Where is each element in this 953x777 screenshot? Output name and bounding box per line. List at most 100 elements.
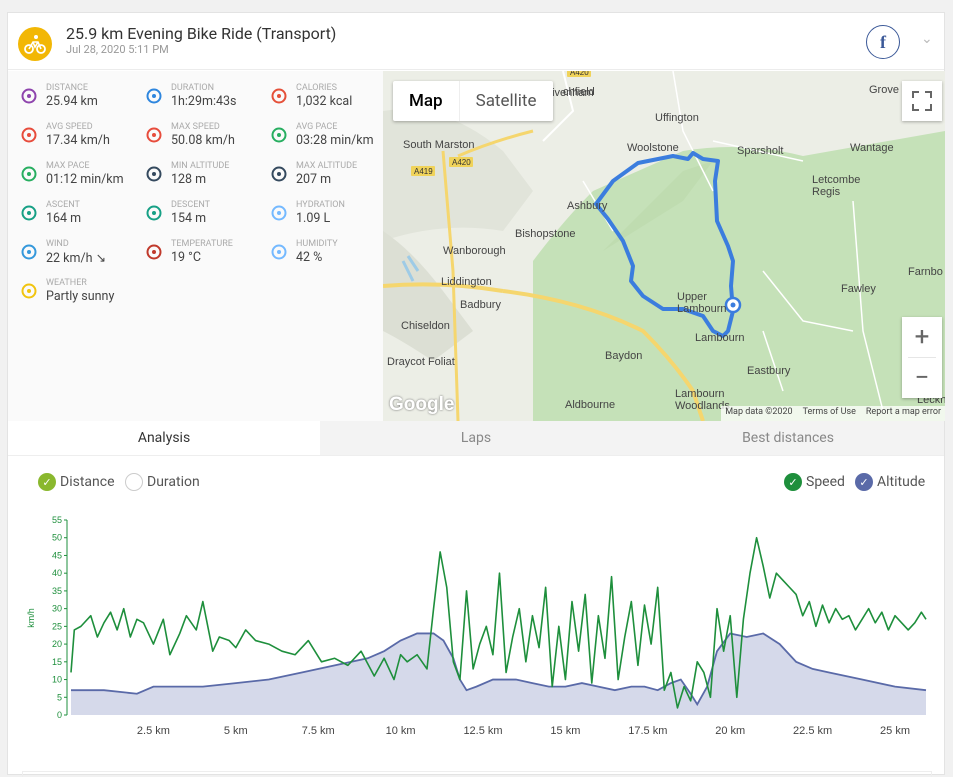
stat-calories: CALORIES 1,032 kcal bbox=[270, 83, 390, 117]
stopwatch-icon bbox=[145, 87, 163, 105]
y-tick-label: 10 bbox=[52, 675, 62, 685]
stat-label: DURATION bbox=[171, 83, 215, 93]
pace-icon bbox=[20, 165, 38, 183]
stat-hydration: HYDRATION 1.09 L bbox=[270, 200, 390, 234]
chevron-down-icon[interactable]: ⌄ bbox=[921, 31, 933, 47]
speedometer-icon bbox=[20, 126, 38, 144]
altitude-toggle-label: Altitude bbox=[877, 474, 926, 490]
zoom-separator bbox=[908, 357, 936, 358]
map-place-label: Baydon bbox=[605, 350, 642, 362]
map-place-label: Bishopstone bbox=[515, 228, 576, 240]
thermometer-icon bbox=[145, 243, 163, 261]
activity-card: 25.9 km Evening Bike Ride (Transport) Ju… bbox=[7, 12, 945, 777]
road-badge bbox=[449, 157, 473, 167]
y-tick-label: 5 bbox=[57, 692, 62, 702]
speed-altitude-chart[interactable]: 0 5 10 15 20 25 30 35 40 45 50 55 km/h 2.5 km 5 km 7.5 … bbox=[8, 508, 944, 748]
stat-value: 164 m bbox=[46, 211, 82, 226]
y-axis-label: km/h bbox=[26, 608, 36, 628]
map-place-label: Badbury bbox=[460, 299, 501, 311]
tab-best-distances[interactable]: Best distances bbox=[632, 421, 944, 455]
stat-label: AVG SPEED bbox=[46, 122, 93, 132]
facebook-share-button[interactable]: f bbox=[866, 25, 900, 59]
map-place-label: Letcombe Regis bbox=[812, 174, 860, 198]
stat-value: 207 m bbox=[296, 172, 332, 187]
stat-max-altitude: MAX ALTITUDE 207 m bbox=[270, 161, 390, 195]
drops-icon bbox=[270, 243, 288, 261]
report-map-error-link[interactable]: Report a map error bbox=[865, 407, 941, 417]
stat-label: MAX PACE bbox=[46, 161, 90, 171]
activity-title: 25.9 km Evening Bike Ride (Transport) bbox=[66, 24, 337, 43]
distance-option-label: Distance bbox=[60, 474, 115, 490]
check-icon: ✓ bbox=[784, 473, 802, 491]
altitude-toggle[interactable]: ✓ Altitude bbox=[855, 473, 925, 491]
stat-value: 1h:29m:43s bbox=[171, 94, 237, 109]
map-place-label: Lambourn bbox=[695, 332, 745, 344]
fullscreen-button[interactable] bbox=[902, 81, 942, 121]
x-tick-label: 2.5 km bbox=[137, 725, 170, 737]
speed-line bbox=[70, 536, 927, 709]
zoom-in-button[interactable]: + bbox=[914, 322, 930, 352]
terms-of-use-link[interactable]: Terms of Use bbox=[802, 407, 856, 417]
map-place-label: Liddington bbox=[441, 276, 492, 288]
bike-icon bbox=[18, 27, 52, 61]
analysis-tabs: Analysis Laps Best distances bbox=[8, 421, 944, 456]
stat-value: 03:28 min/km bbox=[296, 133, 374, 148]
map-data-label: Map data ©2020 bbox=[725, 407, 793, 417]
x-tick-label: 7.5 km bbox=[302, 725, 335, 737]
stat-label: MIN ALTITUDE bbox=[171, 161, 230, 171]
map-place-label: Chiseldon bbox=[401, 320, 450, 332]
mountain-icon bbox=[145, 165, 163, 183]
y-tick-label: 0 bbox=[57, 710, 62, 720]
stat-label: ASCENT bbox=[46, 200, 80, 210]
fullscreen-icon bbox=[912, 91, 932, 111]
road-label: A420 bbox=[570, 71, 589, 77]
duration-option[interactable]: Duration bbox=[125, 473, 200, 491]
map-place-label: Upper Lambourn bbox=[677, 291, 727, 315]
check-icon: ✓ bbox=[855, 473, 873, 491]
stat-label: HUMIDITY bbox=[296, 239, 338, 249]
map-place-label: Draycot Foliat bbox=[387, 356, 455, 368]
partly-sunny-icon bbox=[20, 282, 38, 300]
stat-humidity: HUMIDITY 42 % bbox=[270, 239, 390, 273]
map-canvas[interactable]: Grove Uffington Woolstone Sparsholt Wantage L… bbox=[383, 71, 945, 421]
y-tick-label: 45 bbox=[52, 550, 62, 560]
duration-option-label: Duration bbox=[147, 474, 200, 490]
stat-max-speed: MAX SPEED 50.08 km/h bbox=[145, 122, 265, 156]
check-icon: ✓ bbox=[38, 473, 56, 491]
stat-label: HYDRATION bbox=[296, 200, 345, 210]
tab-analysis[interactable]: Analysis bbox=[8, 421, 320, 455]
stat-label: DESCENT bbox=[171, 200, 211, 210]
map-place-label: Fawley bbox=[841, 283, 876, 295]
map-place-label: Aldbourne bbox=[565, 399, 615, 411]
stat-value: 154 m bbox=[171, 211, 207, 226]
map-attribution: Map data ©2020 Terms of Use Report a map… bbox=[721, 406, 945, 421]
map-type-control: Map Satellite bbox=[393, 81, 553, 121]
map-type-satellite-button[interactable]: Satellite bbox=[475, 91, 537, 111]
next-section-edge bbox=[22, 771, 932, 777]
x-tick-label: 5 km bbox=[224, 725, 248, 737]
route-map[interactable]: Grove Uffington Woolstone Sparsholt Wantage L… bbox=[383, 71, 945, 421]
speed-toggle-label: Speed bbox=[806, 474, 845, 490]
distance-option[interactable]: ✓ Distance bbox=[38, 473, 115, 491]
stat-ascent: ASCENT 164 m bbox=[20, 200, 140, 234]
pace-icon bbox=[270, 126, 288, 144]
zoom-out-button[interactable]: − bbox=[914, 363, 930, 393]
tab-laps[interactable]: Laps bbox=[320, 421, 632, 455]
speed-toggle[interactable]: ✓ Speed bbox=[784, 473, 845, 491]
road-label: A420 bbox=[452, 158, 471, 167]
altitude-line bbox=[71, 632, 927, 707]
map-type-map-button[interactable]: Map bbox=[393, 81, 460, 121]
stat-value: 1,032 kcal bbox=[296, 94, 353, 109]
stat-label: TEMPERATURE bbox=[171, 239, 233, 249]
x-tick-label: 25 km bbox=[880, 725, 910, 737]
stat-value: 17.34 km/h bbox=[46, 133, 110, 148]
stat-value: 1.09 L bbox=[296, 211, 331, 226]
flame-icon bbox=[270, 87, 288, 105]
stat-weather: WEATHER Partly sunny bbox=[20, 278, 140, 312]
stat-duration: DURATION 1h:29m:43s bbox=[145, 83, 265, 117]
stat-label: AVG PACE bbox=[296, 122, 338, 132]
map-place-label: Grove bbox=[869, 84, 899, 96]
stat-value: 25.94 km bbox=[46, 94, 98, 109]
radio-empty-icon bbox=[125, 473, 143, 491]
distance-icon bbox=[20, 87, 38, 105]
